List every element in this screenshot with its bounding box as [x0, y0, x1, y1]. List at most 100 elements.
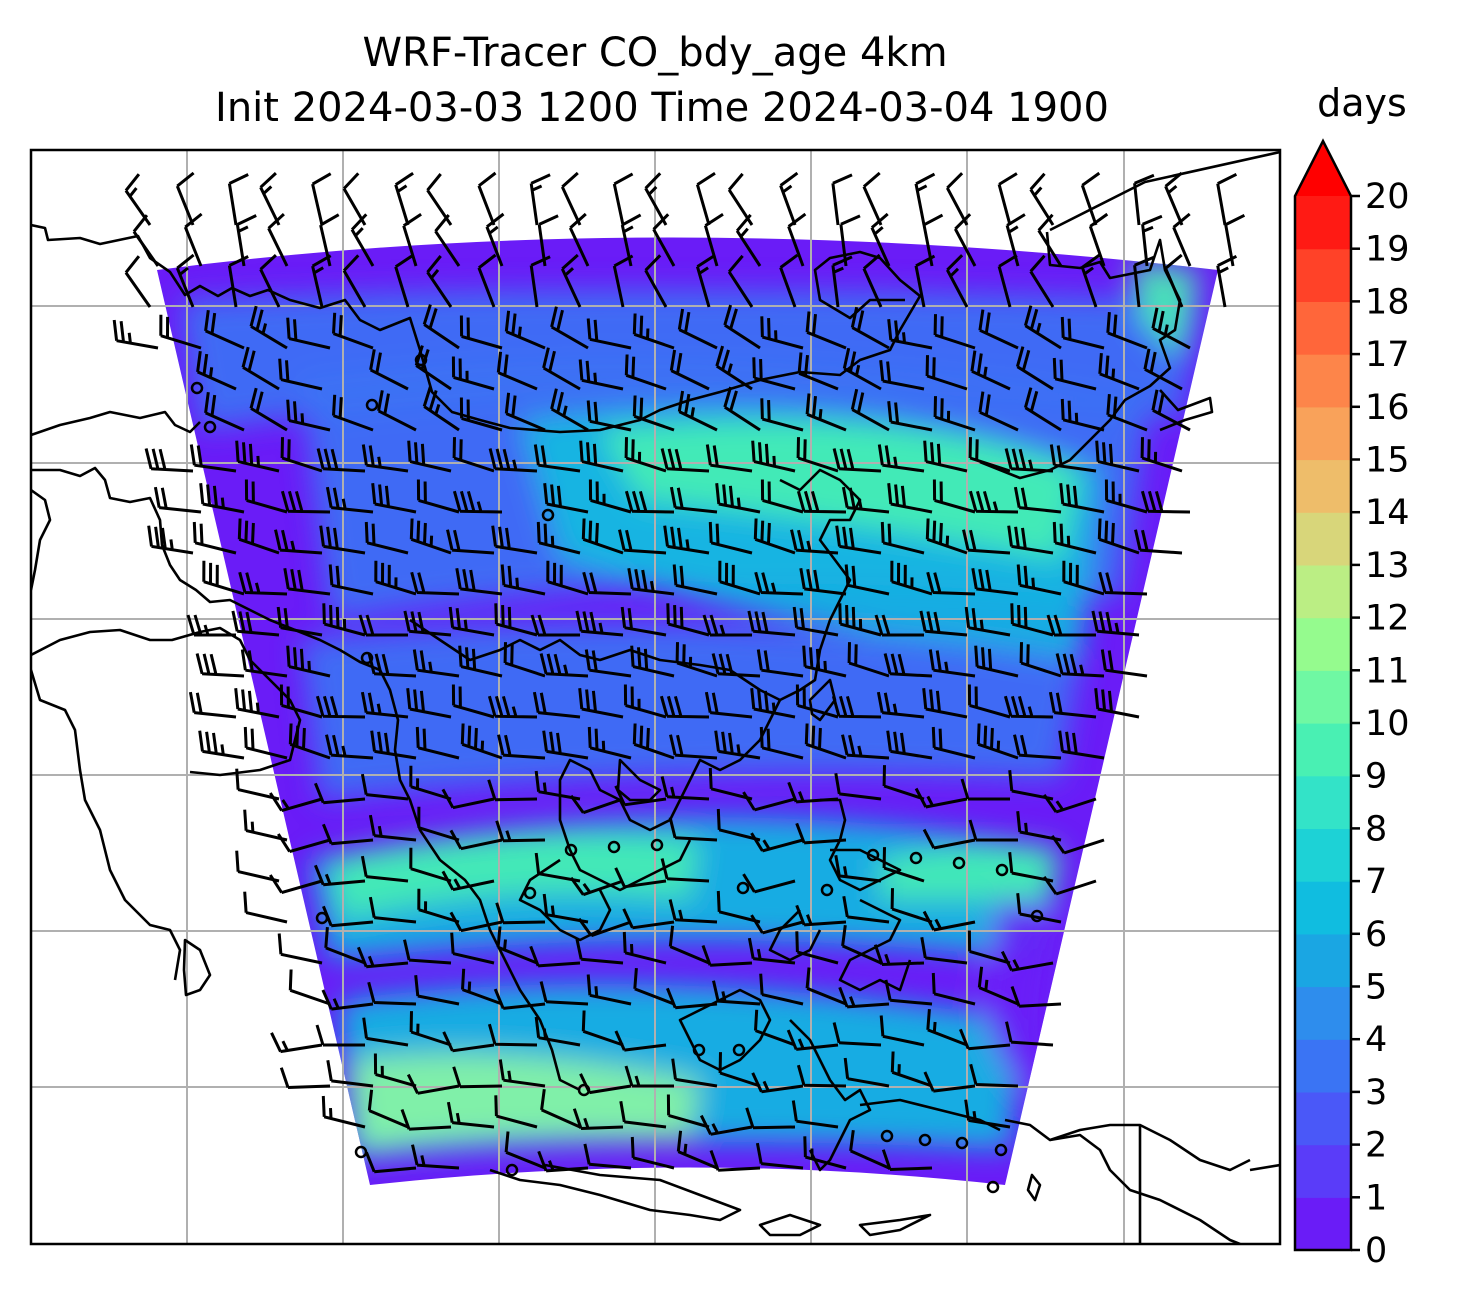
wind-barb [1140, 490, 1191, 514]
wind-barb [277, 933, 323, 965]
wind-barb [577, 917, 632, 938]
wind-barb [750, 688, 796, 719]
wind-barb [668, 899, 718, 924]
wind-barb [412, 649, 460, 678]
colorbar-segment [1295, 1197, 1351, 1251]
wind-barb [286, 317, 331, 350]
wind-barb [754, 1009, 796, 1047]
wind-barb [671, 1058, 718, 1088]
wind-barb [546, 560, 589, 596]
wind-barb [1059, 483, 1105, 514]
wind-barb [1106, 393, 1148, 432]
wind-barb [841, 734, 890, 760]
colorbar-segment [1295, 828, 1351, 882]
wind-barb [409, 1011, 452, 1047]
plot-title-line1: WRF-Tracer CO_bdy_age 4km [362, 30, 947, 76]
wind-barb [870, 212, 891, 267]
wind-barb [1007, 525, 1054, 555]
wind-barb [933, 396, 976, 432]
wind-barb [581, 518, 624, 555]
wind-barb [494, 603, 538, 637]
wind-barb [458, 645, 503, 678]
wind-barb [760, 398, 804, 432]
wind-barb [450, 932, 495, 965]
wind-barb [422, 386, 460, 432]
wind-barb [259, 254, 281, 308]
wind-barb [874, 614, 924, 637]
wind-barb [976, 723, 1019, 760]
wind-barb [411, 1144, 460, 1170]
wind-barb [1023, 387, 1062, 432]
wind-barb [112, 319, 159, 350]
wind-barb [283, 568, 331, 596]
wind-barb [1091, 610, 1140, 637]
wind-barb [332, 312, 374, 350]
wind-barb [533, 444, 581, 473]
colorbar-tick-label: 10 [1365, 704, 1410, 744]
wind-barb [586, 974, 632, 1006]
wind-barb [1042, 793, 1097, 814]
wind-barb [755, 1142, 804, 1170]
wind-barb [542, 347, 581, 391]
wind-barb [537, 1150, 589, 1173]
wind-barb [186, 614, 236, 637]
wind-barb [676, 1130, 718, 1170]
wind-barb [805, 967, 847, 1006]
wind-barb [497, 734, 546, 760]
calm-wind-circle [607, 840, 621, 854]
calm-wind-circle [994, 1143, 1008, 1157]
wind-barb [1000, 950, 1054, 972]
wind-barb [838, 603, 882, 637]
wind-barb [371, 483, 417, 514]
wind-barb [666, 1094, 710, 1129]
wind-barb [1104, 479, 1148, 514]
wind-barb [922, 910, 976, 932]
wind-barb [997, 172, 1018, 226]
wind-barb [968, 437, 1011, 473]
wind-barb [745, 1107, 796, 1130]
wind-barb [804, 723, 847, 760]
wind-barb [945, 254, 969, 308]
wind-barb [790, 529, 839, 555]
wind-barb [124, 255, 152, 308]
wind-barb [286, 399, 331, 432]
wind-barb [461, 968, 503, 1006]
wind-barb [550, 306, 589, 350]
wind-barb [441, 870, 495, 892]
wind-barb [368, 896, 417, 924]
wind-barb [959, 1028, 1011, 1051]
wind-barb [624, 354, 667, 391]
wind-barb [850, 388, 890, 432]
wind-barb [234, 688, 280, 719]
wind-barb [796, 490, 847, 514]
wind-barb [403, 939, 452, 965]
wind-barb [446, 1101, 495, 1129]
wind-barb [1003, 695, 1054, 719]
wind-barb [1216, 172, 1238, 226]
wind-barb [189, 444, 237, 473]
wind-barb [711, 653, 761, 678]
wind-barb [715, 483, 761, 514]
wind-barb [832, 1022, 882, 1047]
wind-barb [760, 479, 804, 514]
wind-barb [132, 214, 160, 267]
wind-barb [887, 483, 933, 514]
wind-barb [534, 1016, 581, 1047]
wind-barb [578, 688, 624, 719]
colorbar-tick-label: 11 [1365, 651, 1410, 691]
wind-barb [751, 440, 796, 473]
wind-barb [1050, 834, 1105, 855]
wind-barb [887, 401, 933, 432]
wind-barb [787, 781, 839, 804]
wind-barb [488, 448, 538, 473]
wind-barb [920, 937, 968, 965]
wind-barb [914, 254, 936, 308]
calm-wind-circle [736, 881, 750, 895]
wind-barb [881, 1149, 933, 1171]
wind-barb [449, 911, 503, 933]
wind-barb [953, 213, 977, 267]
wind-barb [799, 568, 847, 596]
wind-barb [838, 986, 890, 1009]
calm-wind-circle [995, 863, 1009, 877]
colorbar-segment [1295, 723, 1351, 777]
